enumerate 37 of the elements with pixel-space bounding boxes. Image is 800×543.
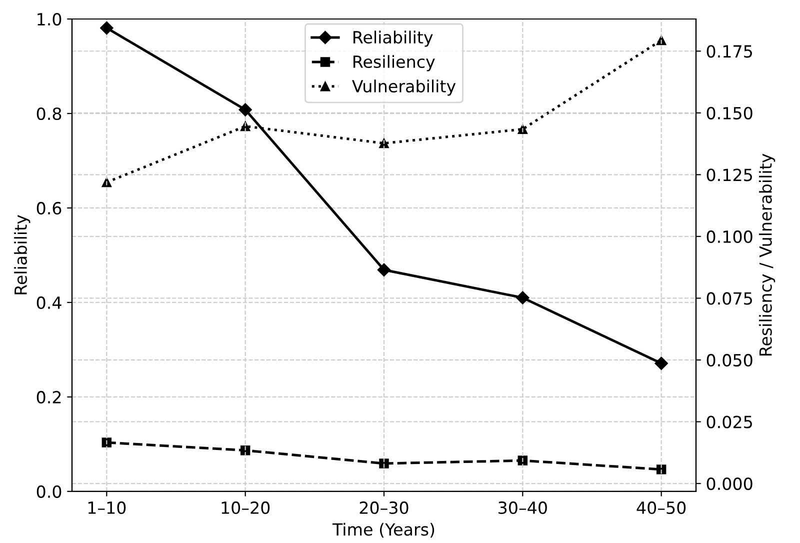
x-tick-label: 20–30 [360,501,408,514]
legend-label: Resiliency [354,55,435,72]
y-tick-label: 0.4 [36,296,62,310]
x-axis-title: Time (Years) [332,522,434,538]
y-tick-label: 0.6 [36,202,62,215]
y-axis-title: Reliability [14,214,30,294]
x-tick-label: 1–10 [88,501,126,514]
y2-tick-label: 0.025 [706,416,752,428]
y2-tick-label: 0.100 [706,230,752,243]
y-tick-label: 1.0 [38,12,62,26]
y2-tick-label: 0.050 [706,354,752,367]
point [654,356,668,370]
y2-tick-label: 0.150 [706,106,752,120]
point [516,291,530,304]
point [102,438,112,448]
y-tick-label: 0.0 [36,485,62,498]
y2-tick-label: 0.175 [706,45,752,58]
x-tick-label: 10–20 [222,501,270,514]
point [518,456,528,466]
y-tick-label: 0.2 [36,390,61,404]
y2-axis-title: Resiliency / Vulnerability [758,154,776,356]
x-tick-label: 40–50 [636,501,686,514]
point [240,446,250,456]
legend-label: Vulnerability [352,80,456,96]
point [238,103,252,116]
point [518,124,528,134]
y2-tick-label: 0.125 [706,168,752,182]
point [377,263,391,276]
x-tick-label: 30–40 [498,501,547,514]
legend-label: Reliability [354,30,433,47]
y-tick-label: 0.8 [36,107,62,120]
y2-tick-label: 0.075 [706,292,752,305]
point [100,21,114,35]
y2-tick-label: 0.000 [706,477,752,490]
point [379,138,389,148]
point [656,464,666,474]
point [379,458,389,468]
